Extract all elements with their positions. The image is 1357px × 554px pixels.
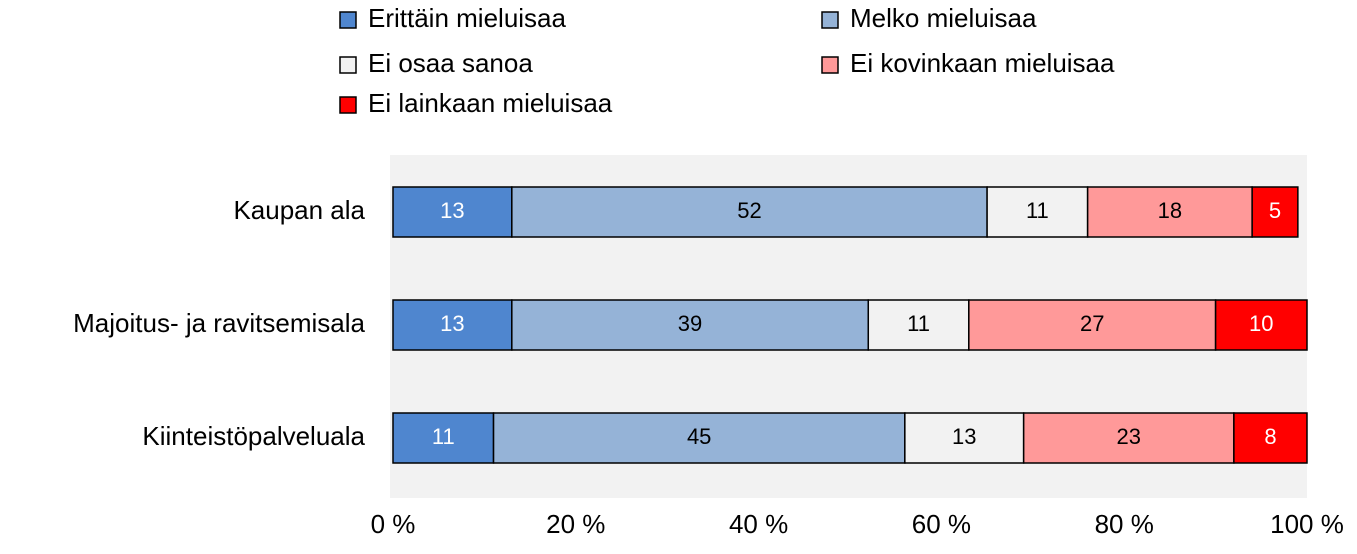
legend-label: Ei lainkaan mieluisaa [368,88,613,118]
bar-segment [1214,299,1308,351]
data-label: 18 [1158,198,1182,223]
legend-swatch [339,56,357,74]
legend-swatch [821,56,839,74]
legend-label: Ei kovinkaan mieluisaa [850,48,1115,78]
bar-segment [1233,412,1308,464]
x-tick-label: 80 % [1095,509,1154,539]
data-label: 27 [1080,311,1104,336]
bar-segment [1251,186,1299,238]
bar-segment [392,299,513,351]
data-label: 23 [1117,424,1141,449]
y-tick-label: Kaupan ala [233,195,365,225]
x-tick-label: 20 % [546,509,605,539]
legend-label: Ei osaa sanoa [368,48,533,78]
bar-segment [1086,186,1253,238]
data-label: 11 [432,424,455,449]
legend-swatch [339,11,357,29]
bar-segment [1022,412,1235,464]
bar-segment [968,299,1217,351]
x-tick-label: 0 % [371,509,416,539]
legend-label: Erittäin mieluisaa [368,3,567,33]
bar-segment [867,299,970,351]
data-label: 13 [440,311,464,336]
x-tick-label: 40 % [729,509,788,539]
bar-segment [511,186,988,238]
data-label: 8 [1264,424,1276,449]
data-label: 13 [440,198,464,223]
y-tick-label: Majoitus- ja ravitsemisala [73,308,365,338]
legend-swatch [821,11,839,29]
bar-segment [392,412,495,464]
x-tick-label: 100 % [1270,509,1344,539]
y-tick-label: Kiinteistöpalveluala [142,421,365,451]
legend-label: Melko mieluisaa [850,3,1037,33]
data-label: 39 [678,311,702,336]
data-label: 5 [1269,198,1281,223]
data-label: 52 [737,198,761,223]
bar-segment [904,412,1025,464]
data-label: 10 [1249,311,1273,336]
bar-segment [392,186,513,238]
data-label: 13 [952,424,976,449]
data-label: 11 [907,311,930,336]
data-label: 45 [687,424,711,449]
x-tick-label: 60 % [912,509,971,539]
bar-segment [492,412,906,464]
data-label: 11 [1026,198,1049,223]
legend-swatch [339,96,357,114]
bar-segment [986,186,1089,238]
